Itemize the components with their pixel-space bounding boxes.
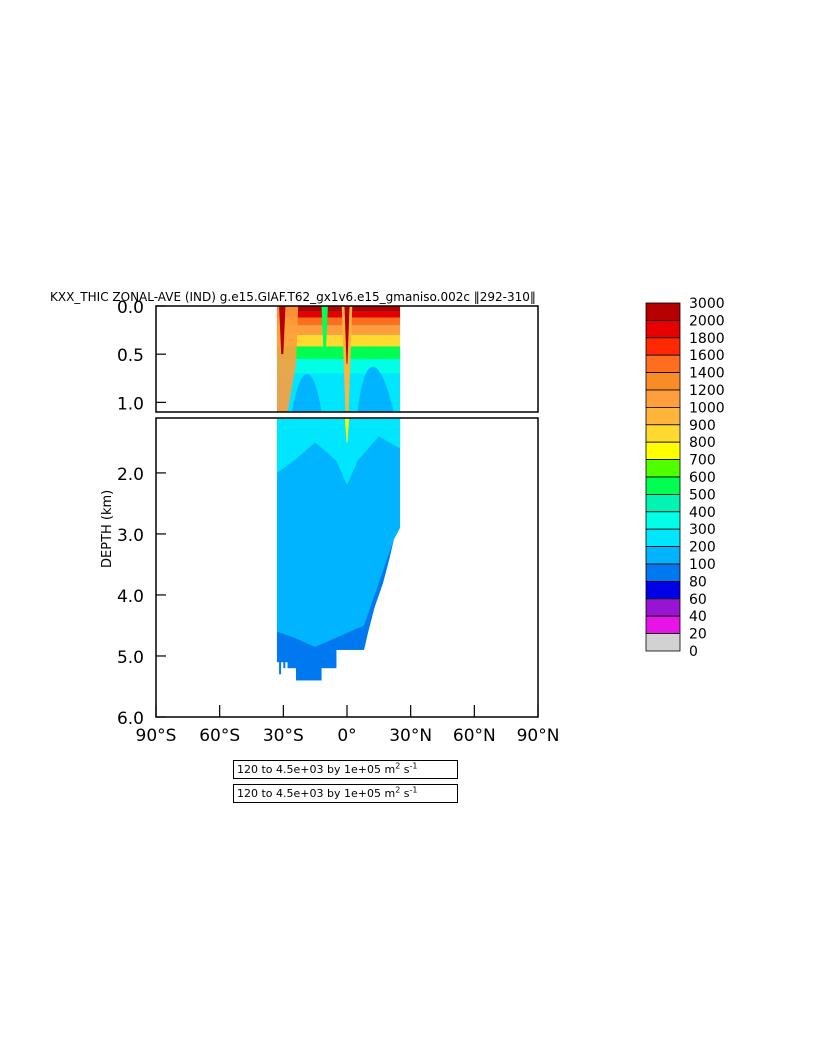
field-band xyxy=(276,418,401,486)
colorbar-swatch xyxy=(645,615,681,635)
colorbar-label: 2000 xyxy=(689,313,725,329)
field-lobe xyxy=(291,374,322,412)
x-tick-label: 0° xyxy=(337,726,356,746)
field-lobe xyxy=(357,366,394,412)
colorbar-label: 200 xyxy=(689,540,716,556)
axes: 90°S 60°S 30°S 0° 30°N 60°N 90°N 0.0 0.5 1.0 2.0 3.… xyxy=(117,298,559,746)
info-range-text: 120 to 4.5e+03 by 1e+05 m xyxy=(237,787,396,800)
y-tick-label: 0.0 xyxy=(117,298,144,318)
colorbar-swatch xyxy=(645,459,681,478)
colorbar-label: 1000 xyxy=(689,400,725,416)
x-tick-label: 30°S xyxy=(263,726,304,746)
field-band xyxy=(276,317,401,326)
x-tick-label: 30°N xyxy=(389,726,432,746)
colorbar-swatch xyxy=(645,633,681,652)
colorbar-label: 60 xyxy=(689,592,707,608)
upper-panel-frame xyxy=(155,305,539,413)
colorbar-label: 20 xyxy=(689,627,707,643)
colorbar-swatch xyxy=(645,528,681,548)
colorbar-swatch xyxy=(645,319,681,339)
info-sup: 2 xyxy=(395,761,401,771)
colorbar-label: 1200 xyxy=(689,383,725,399)
chart-title: KXX_THIC ZONAL-AVE (IND) g.e15.GIAF.T62_… xyxy=(50,290,536,304)
colorbar-swatch xyxy=(645,598,681,617)
lower-panel-field xyxy=(276,418,401,681)
y-tick-label: 1.0 xyxy=(117,394,144,414)
info-sup2: -1 xyxy=(409,761,418,771)
field-spike xyxy=(344,418,350,443)
field-band xyxy=(276,346,401,359)
colorbar-swatch xyxy=(645,493,681,513)
y-tick-label: 6.0 xyxy=(117,709,144,729)
colorbar-label: 600 xyxy=(689,470,716,486)
colorbar-swatch xyxy=(645,337,681,356)
colorbar-label: 900 xyxy=(689,418,716,434)
colorbar-swatch xyxy=(645,581,681,600)
contour-info-box-1: 120 to 4.5e+03 by 1e+05 m2 s-1 xyxy=(233,760,458,779)
colorbar-label: 1400 xyxy=(689,366,725,382)
colorbar-label: 40 xyxy=(689,609,707,625)
field-deep-fringe xyxy=(276,540,394,681)
field-band xyxy=(276,334,401,347)
colorbar-label: 0 xyxy=(689,644,698,660)
colorbar-swatch xyxy=(645,546,681,565)
colorbar-swatch xyxy=(645,354,681,374)
field-band xyxy=(276,311,401,318)
colorbar-label: 100 xyxy=(689,557,716,573)
colorbar-swatch xyxy=(645,389,681,408)
colorbar-swatch xyxy=(645,424,681,443)
colorbar-swatch xyxy=(645,372,681,391)
colorbar-label: 1600 xyxy=(689,348,725,364)
info-unit: s xyxy=(403,787,410,800)
field-band xyxy=(276,306,401,312)
colorbar-label: 500 xyxy=(689,487,716,503)
x-tick-label: 60°S xyxy=(199,726,240,746)
colorbar-label: 300 xyxy=(689,522,716,538)
colorbar-label: 700 xyxy=(689,453,716,469)
colorbar-swatch xyxy=(645,406,681,426)
y-tick-label: 2.0 xyxy=(117,465,144,485)
x-tick-label: 90°S xyxy=(136,726,177,746)
info-sup: 2 xyxy=(395,785,401,795)
y-tick-label: 5.0 xyxy=(117,648,144,668)
y-axis-label: DEPTH (km) xyxy=(100,490,115,568)
field-band xyxy=(276,325,401,335)
field-spike xyxy=(321,306,328,355)
y-tick-label: 3.0 xyxy=(117,526,144,546)
chart: KXX_THIC ZONAL-AVE (IND) g.e15.GIAF.T62_… xyxy=(50,290,725,746)
x-tick-label: 90°N xyxy=(517,726,560,746)
y-tick-label: 4.0 xyxy=(117,587,144,607)
colorbar-swatch xyxy=(645,302,681,321)
colorbar-swatch xyxy=(645,511,681,530)
colorbar-swatch xyxy=(645,441,681,461)
colorbar-swatch xyxy=(645,563,681,582)
colorbar-label: 1800 xyxy=(689,331,725,347)
colorbar-label: 800 xyxy=(689,435,716,451)
x-tick-label: 60°N xyxy=(453,726,496,746)
colorbar-label: 80 xyxy=(689,574,707,590)
upper-panel-field xyxy=(276,306,401,412)
field-plume xyxy=(279,306,286,355)
colorbar-label: 3000 xyxy=(689,296,725,312)
info-sup2: -1 xyxy=(409,785,418,795)
colorbar: 3000200018001600140012001000900800700600… xyxy=(645,296,725,660)
colorbar-label: 400 xyxy=(689,505,716,521)
field-cell xyxy=(283,662,286,669)
info-range-text: 120 to 4.5e+03 by 1e+05 m xyxy=(237,763,396,776)
colorbar-swatch xyxy=(645,476,681,495)
contour-info-box-2: 120 to 4.5e+03 by 1e+05 m2 s-1 xyxy=(233,784,458,803)
field-spike xyxy=(344,306,350,364)
info-unit: s xyxy=(403,763,410,776)
field-cell xyxy=(279,662,282,675)
y-tick-label: 0.5 xyxy=(117,346,144,366)
